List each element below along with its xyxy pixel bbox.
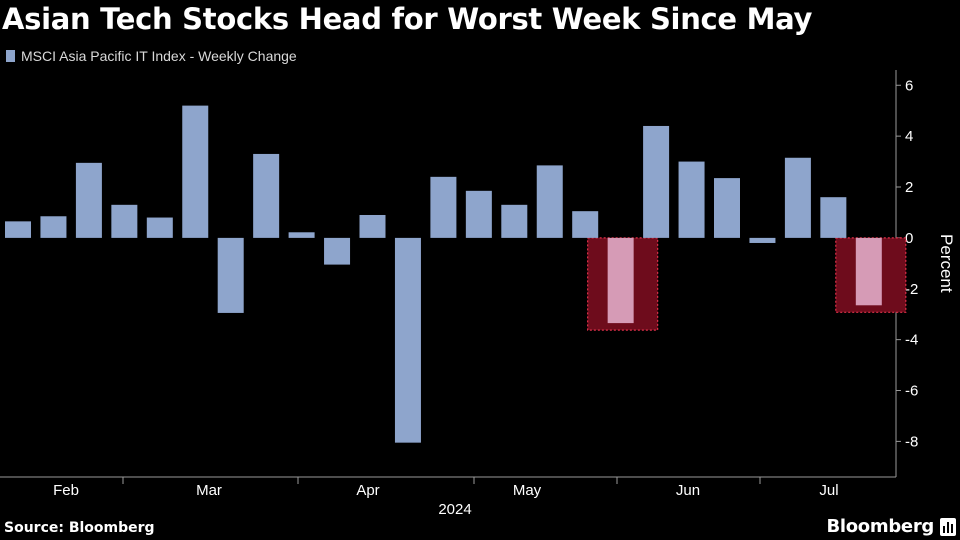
bloomberg-terminal-icon	[940, 518, 956, 536]
y-tick-label: -2	[905, 281, 918, 298]
bar	[572, 211, 599, 238]
y-tick-label: -8	[905, 433, 918, 450]
y-tick-label: 4	[905, 128, 913, 145]
bar	[678, 161, 705, 238]
bar	[714, 178, 740, 238]
bar	[324, 237, 351, 265]
y-tick-label: 0	[905, 230, 913, 247]
legend-label: MSCI Asia Pacific IT Index - Weekly Chan…	[21, 48, 297, 64]
x-tick-label: Jun	[676, 482, 700, 499]
legend-swatch	[6, 50, 15, 62]
bar	[501, 204, 528, 238]
bar	[5, 221, 31, 238]
bar	[430, 176, 457, 238]
bar	[536, 165, 563, 238]
y-tick-label: 2	[905, 179, 913, 196]
bar	[75, 162, 102, 238]
brand-logo: Bloomberg	[826, 516, 934, 537]
source-note: Source: Bloomberg	[4, 520, 155, 536]
bar	[855, 237, 882, 306]
bar	[394, 237, 421, 443]
bar	[749, 237, 776, 243]
bar	[784, 157, 811, 238]
x-tick-label: Feb	[53, 482, 79, 499]
bar	[146, 217, 173, 238]
x-axis-year-label: 2024	[438, 501, 471, 518]
y-tick-label: -4	[905, 332, 918, 349]
bar	[217, 237, 244, 313]
y-axis-label: Percent	[937, 234, 956, 293]
x-tick-label: Mar	[196, 482, 222, 499]
x-tick-label: Jul	[819, 482, 838, 499]
bar	[643, 125, 670, 238]
bar	[288, 232, 315, 238]
bar	[253, 153, 280, 238]
bar	[182, 105, 209, 238]
legend: MSCI Asia Pacific IT Index - Weekly Chan…	[6, 48, 297, 64]
x-tick-label: Apr	[356, 482, 379, 499]
y-tick-label: -6	[905, 383, 918, 400]
bar	[820, 197, 847, 238]
bar	[465, 190, 492, 238]
y-tick-label: 6	[905, 77, 913, 94]
bar	[40, 216, 67, 238]
bar	[111, 204, 138, 238]
x-tick-label: May	[513, 482, 542, 499]
bar	[607, 237, 634, 324]
bar	[359, 214, 386, 238]
chart-title: Asian Tech Stocks Head for Worst Week Si…	[2, 2, 813, 36]
